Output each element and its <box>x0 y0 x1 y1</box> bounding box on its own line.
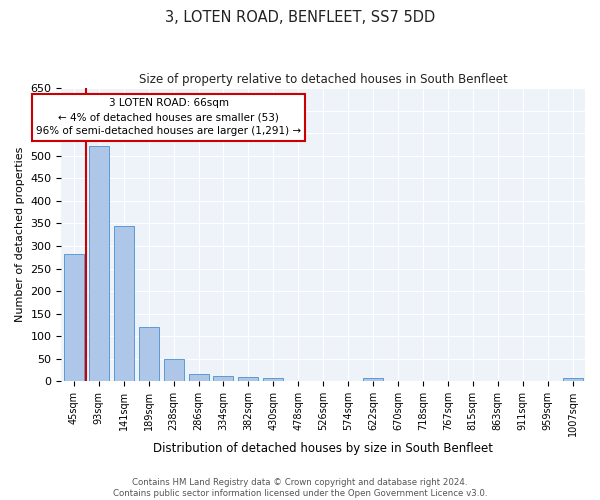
Bar <box>89 146 109 382</box>
Bar <box>214 376 233 382</box>
X-axis label: Distribution of detached houses by size in South Benfleet: Distribution of detached houses by size … <box>153 442 493 455</box>
Bar <box>188 374 209 382</box>
Bar <box>164 359 184 382</box>
Bar <box>64 254 84 382</box>
Text: 3, LOTEN ROAD, BENFLEET, SS7 5DD: 3, LOTEN ROAD, BENFLEET, SS7 5DD <box>165 10 435 25</box>
Bar <box>238 377 259 382</box>
Bar <box>263 378 283 382</box>
Bar <box>114 226 134 382</box>
Y-axis label: Number of detached properties: Number of detached properties <box>15 147 25 322</box>
Bar <box>139 327 158 382</box>
Bar <box>563 378 583 382</box>
Text: 3 LOTEN ROAD: 66sqm
← 4% of detached houses are smaller (53)
96% of semi-detache: 3 LOTEN ROAD: 66sqm ← 4% of detached hou… <box>36 98 301 136</box>
Bar <box>363 378 383 382</box>
Text: Contains HM Land Registry data © Crown copyright and database right 2024.
Contai: Contains HM Land Registry data © Crown c… <box>113 478 487 498</box>
Title: Size of property relative to detached houses in South Benfleet: Size of property relative to detached ho… <box>139 72 508 86</box>
